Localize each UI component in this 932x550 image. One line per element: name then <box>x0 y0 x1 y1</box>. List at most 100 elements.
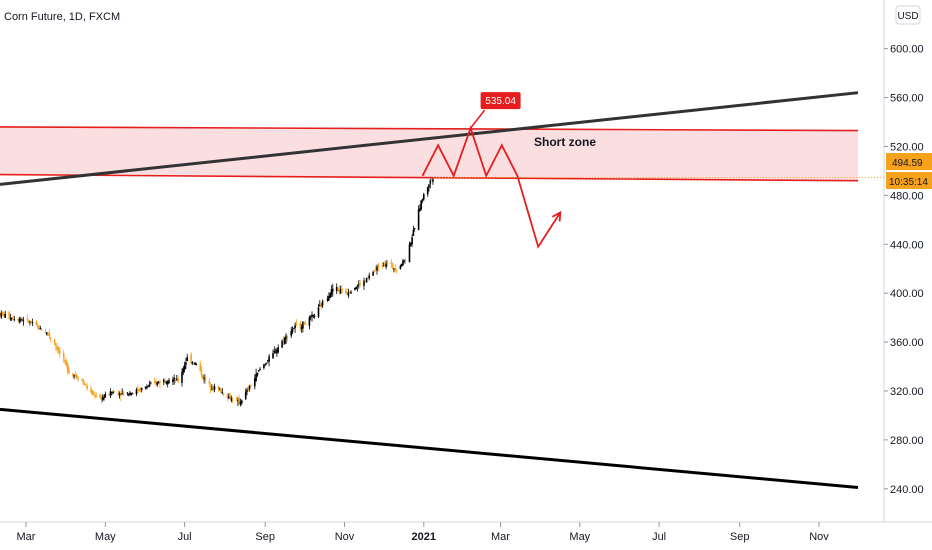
candle[interactable] <box>417 209 420 231</box>
candle[interactable] <box>364 280 367 282</box>
candle[interactable] <box>338 288 341 292</box>
candle[interactable] <box>328 296 330 300</box>
trendline-upper[interactable] <box>0 91 859 186</box>
candle[interactable] <box>1 311 4 315</box>
candle[interactable] <box>65 360 68 366</box>
candle[interactable] <box>20 319 22 321</box>
candle[interactable] <box>159 381 161 383</box>
candle[interactable] <box>320 303 322 307</box>
candle[interactable] <box>313 316 316 317</box>
candle[interactable] <box>164 380 166 382</box>
candle[interactable] <box>127 393 130 395</box>
candle[interactable] <box>13 319 16 321</box>
candle[interactable] <box>166 381 169 385</box>
candle[interactable] <box>413 228 416 230</box>
candle[interactable] <box>194 362 196 365</box>
candle[interactable] <box>202 375 204 378</box>
candle[interactable] <box>403 260 406 262</box>
candle[interactable] <box>36 324 39 327</box>
x-axis[interactable]: Mar May Jul Sep Nov 2021 Mar May Jul Sep Nov <box>17 522 830 543</box>
candle[interactable] <box>356 285 359 287</box>
candle[interactable] <box>208 381 211 384</box>
candle[interactable] <box>92 393 95 395</box>
peak-label-tag[interactable] <box>480 92 521 110</box>
currency-button[interactable]: USD <box>895 5 921 25</box>
candle[interactable] <box>22 320 25 322</box>
candle[interactable] <box>326 298 329 302</box>
candle[interactable] <box>329 293 331 298</box>
candle[interactable] <box>283 337 286 344</box>
candle[interactable] <box>259 368 261 370</box>
candle[interactable] <box>359 283 361 285</box>
candle[interactable] <box>55 345 57 347</box>
candle[interactable] <box>300 326 303 330</box>
candle[interactable] <box>309 316 312 318</box>
candle[interactable] <box>367 277 369 279</box>
candle[interactable] <box>91 390 94 395</box>
candle[interactable] <box>228 396 230 399</box>
candle[interactable] <box>274 352 277 354</box>
candle[interactable] <box>73 375 75 377</box>
candle[interactable] <box>412 229 415 236</box>
candle[interactable] <box>311 314 313 317</box>
candle[interactable] <box>411 237 413 244</box>
candle[interactable] <box>354 287 356 290</box>
candle[interactable] <box>430 179 433 181</box>
candle[interactable] <box>75 374 78 378</box>
candle[interactable] <box>118 393 121 396</box>
candle[interactable] <box>255 373 257 381</box>
candle[interactable] <box>247 388 250 390</box>
candle[interactable] <box>47 332 49 334</box>
candle[interactable] <box>18 319 21 322</box>
candle[interactable] <box>347 292 350 296</box>
candle[interactable] <box>272 353 274 359</box>
candle[interactable] <box>104 394 107 398</box>
candle[interactable] <box>421 199 424 201</box>
candle[interactable] <box>346 292 348 294</box>
candle[interactable] <box>264 364 266 366</box>
candle[interactable] <box>276 349 278 354</box>
candle[interactable] <box>49 337 52 339</box>
candle[interactable] <box>330 289 333 295</box>
candle[interactable] <box>48 332 51 337</box>
candle[interactable] <box>299 322 302 328</box>
candle[interactable] <box>281 340 283 348</box>
candle[interactable] <box>363 280 365 286</box>
candle[interactable] <box>39 328 42 330</box>
candle[interactable] <box>9 318 12 320</box>
candle[interactable] <box>126 392 129 394</box>
candle[interactable] <box>294 325 296 328</box>
candle[interactable] <box>40 329 43 331</box>
candle[interactable] <box>204 376 207 381</box>
candle[interactable] <box>377 264 380 269</box>
candle[interactable] <box>186 356 188 362</box>
candle[interactable] <box>0 313 1 316</box>
candle[interactable] <box>94 395 96 397</box>
candle[interactable] <box>57 348 60 351</box>
candle[interactable] <box>273 351 276 353</box>
candle[interactable] <box>386 262 389 264</box>
candle[interactable] <box>146 386 148 389</box>
candle[interactable] <box>337 287 339 290</box>
candle[interactable] <box>348 291 351 293</box>
candle[interactable] <box>199 363 201 371</box>
candle[interactable] <box>217 386 220 389</box>
candle[interactable] <box>381 266 383 268</box>
candle[interactable] <box>368 275 370 279</box>
short-zone-band[interactable] <box>0 126 858 181</box>
candle[interactable] <box>192 363 195 364</box>
candle[interactable] <box>203 377 205 380</box>
candle[interactable] <box>120 395 122 396</box>
candle[interactable] <box>218 389 221 391</box>
zone-lower-line[interactable] <box>0 173 859 182</box>
candle[interactable] <box>83 382 86 386</box>
candle[interactable] <box>241 400 243 404</box>
candle[interactable] <box>286 335 289 338</box>
candle[interactable] <box>285 335 287 340</box>
candle[interactable] <box>31 322 34 324</box>
candle[interactable] <box>109 391 112 396</box>
candle[interactable] <box>135 389 138 395</box>
candle[interactable] <box>230 398 233 401</box>
candle[interactable] <box>103 397 105 399</box>
candle[interactable] <box>53 339 56 345</box>
